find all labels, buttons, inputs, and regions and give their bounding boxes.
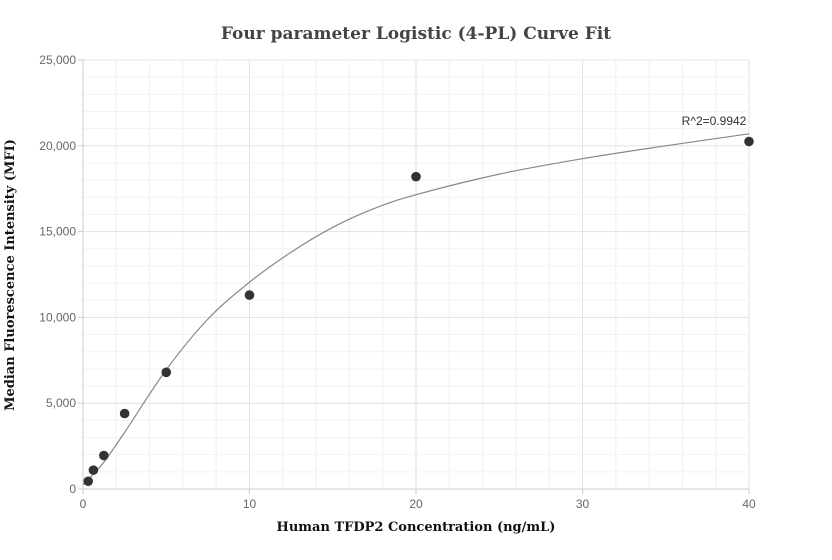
tick-labels: 0 10 20 30 40 0 5,000 10,000 15,000 20,000 25,000 xyxy=(39,53,756,511)
data-point xyxy=(88,465,99,475)
fit-curve-line xyxy=(82,133,750,486)
grid xyxy=(82,59,750,490)
x-tick-label: 0 xyxy=(80,497,87,511)
fit-curve-layer xyxy=(82,133,750,486)
axes xyxy=(78,59,750,494)
x-tick-label: 30 xyxy=(576,497,590,511)
y-tick-label: 25,000 xyxy=(39,53,76,67)
chart-title: Four parameter Logistic (4-PL) Curve Fit xyxy=(221,24,611,44)
r-squared-annotation: R^2=0.9942 xyxy=(682,114,747,128)
data-point xyxy=(99,450,109,461)
x-tick-label: 10 xyxy=(243,497,257,511)
x-tick-label: 40 xyxy=(742,497,756,511)
y-tick-label: 5,000 xyxy=(46,396,76,410)
data-point xyxy=(744,136,754,147)
y-tick-label: 10,000 xyxy=(39,310,76,324)
x-tick-label: 20 xyxy=(409,497,423,511)
data-point xyxy=(411,171,421,182)
y-tick-label: 15,000 xyxy=(39,225,76,239)
data-point xyxy=(83,476,94,487)
y-tick-label: 20,000 xyxy=(39,139,76,153)
data-point xyxy=(119,408,130,419)
annotations: R^2=0.9942 xyxy=(682,114,747,128)
data-points-layer xyxy=(83,136,754,487)
x-axis-label: Human TFDP2 Concentration (ng/mL) xyxy=(277,520,556,535)
data-point xyxy=(161,367,172,378)
y-tick-label: 0 xyxy=(69,482,76,496)
y-axis-label: Median Fluorescence Intensity (MFI) xyxy=(3,139,18,411)
data-point xyxy=(244,290,255,300)
